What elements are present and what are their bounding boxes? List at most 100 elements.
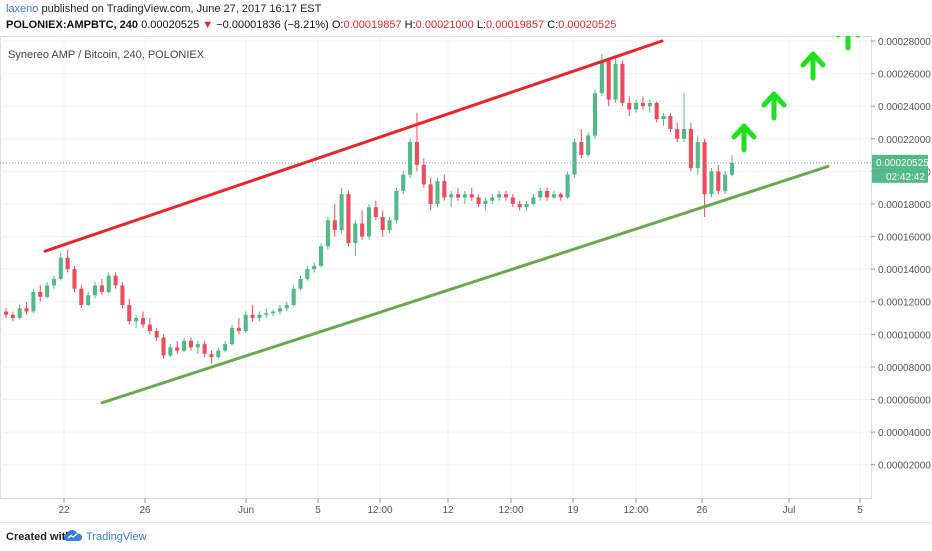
footer: Created with TradingView	[0, 522, 932, 551]
candle-body	[647, 102, 652, 107]
candle-body	[599, 60, 604, 94]
candle-body	[147, 324, 152, 332]
candle-body	[243, 314, 248, 332]
x-tick-label: 12:00	[367, 505, 392, 516]
last-price: 0.00020525	[141, 19, 200, 31]
low-value: 0.00019857	[486, 19, 545, 31]
candle-body	[462, 194, 467, 198]
x-tick-label: 19	[567, 505, 579, 516]
candle-body	[517, 203, 522, 208]
candles	[3, 54, 735, 364]
y-tick-label: 0.00008000	[878, 363, 931, 374]
x-tick-label: 12:00	[498, 505, 523, 516]
price-change: −0.00001836 (−8.21%)	[216, 19, 329, 31]
candle-body	[250, 314, 255, 319]
candle-body	[209, 353, 214, 358]
candle-body	[264, 313, 269, 315]
tradingview-brand[interactable]: TradingView	[86, 531, 147, 543]
candle-body	[257, 314, 262, 319]
chart-header: laxeno published on TradingView.com, Jun…	[0, 0, 932, 36]
x-tick-label: 5	[857, 505, 863, 516]
candle-body	[709, 171, 714, 195]
candle-body	[414, 142, 419, 165]
candle-body	[551, 194, 556, 198]
candle-body	[346, 194, 351, 244]
y-tick-label: 0.00028000	[878, 37, 931, 48]
close-label: C:	[547, 19, 559, 31]
candle-body	[175, 347, 180, 351]
candle-body	[182, 340, 187, 351]
y-tick-label: 0.00012000	[878, 298, 931, 309]
candle-body	[216, 350, 221, 358]
candle-body	[86, 295, 91, 305]
candle-body	[31, 291, 36, 312]
publish-line: laxeno published on TradingView.com, Jun…	[6, 3, 321, 15]
candle-body	[99, 285, 104, 292]
candle-body	[565, 174, 570, 198]
candle-body	[435, 181, 440, 204]
candle-body	[592, 93, 598, 136]
candle-body	[558, 194, 563, 198]
candle-body	[58, 257, 63, 279]
low-label: L:	[476, 19, 487, 31]
candle-body	[229, 327, 235, 345]
candle-body	[490, 197, 495, 201]
x-axis: 22 26 Jun 5 12:00 12 12:00 19 12:00 26 Jul 5	[58, 498, 863, 516]
countdown-box	[872, 168, 928, 183]
candle-body	[716, 171, 721, 191]
candle-body	[408, 142, 413, 175]
candle-body	[51, 278, 56, 286]
y-tick-label: 0.00002000	[878, 461, 931, 472]
plot-frame	[0, 36, 872, 499]
up-arrow-icon	[800, 51, 826, 81]
candle-body	[360, 223, 365, 237]
candle-body	[154, 331, 159, 338]
candle-body	[469, 194, 474, 198]
candle-body	[106, 275, 111, 292]
candle-body	[325, 220, 330, 247]
arrows	[731, 36, 861, 153]
up-arrow-icon	[761, 91, 787, 121]
candle-body	[572, 142, 577, 175]
candle-body	[449, 194, 454, 198]
trendlines	[43, 39, 830, 405]
y-tick-label: 0.00010000	[878, 330, 931, 341]
candle-body	[401, 174, 406, 191]
y-tick-label: 0.00024000	[878, 102, 931, 113]
countdown-label: 02:42:42	[886, 172, 925, 183]
candle-body	[92, 285, 98, 296]
candle-body	[188, 340, 193, 348]
chart-canvas[interactable]: Synereo AMP / Bitcoin, 240, POLONIEX 0.0…	[0, 36, 932, 522]
x-tick-label: 12	[442, 505, 454, 516]
author-link[interactable]: laxeno	[6, 3, 39, 15]
candle-body	[620, 63, 625, 103]
candle-body	[45, 285, 50, 297]
candle-body	[723, 174, 728, 191]
open-value: 0.00019857	[343, 19, 402, 31]
candle-body	[545, 190, 550, 198]
candle-body	[455, 194, 461, 198]
x-tick-label: Jun	[238, 505, 254, 516]
candle-body	[353, 223, 358, 244]
x-tick-label: 5	[315, 505, 321, 516]
candle-body	[476, 197, 481, 204]
candle-body	[510, 197, 515, 204]
candle-body	[319, 246, 324, 266]
x-tick-label: 26	[696, 505, 708, 516]
candle-body	[503, 194, 509, 198]
candle-body	[24, 308, 29, 312]
candle-body	[702, 142, 707, 195]
chart-title: Synereo AMP / Bitcoin, 240, POLONIEX	[8, 49, 205, 61]
candle-body	[271, 311, 276, 314]
candle-body	[195, 344, 200, 348]
candle-body	[38, 291, 43, 297]
candle-body	[17, 308, 22, 319]
candle-body	[373, 207, 378, 217]
candle-body	[627, 102, 632, 110]
candle-body	[428, 184, 433, 204]
candle-body	[394, 190, 399, 221]
price-labels: 0.00020525 02:42:42	[0, 154, 929, 183]
created-with-label: Created with	[6, 531, 73, 543]
candle-body	[654, 102, 659, 120]
candle-body	[284, 305, 289, 309]
